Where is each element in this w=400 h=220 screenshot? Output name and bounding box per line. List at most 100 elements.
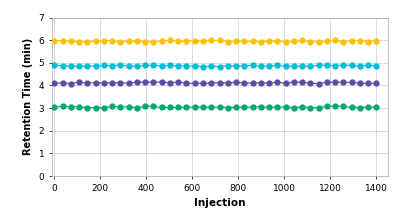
CBGA: [242, 40, 247, 43]
CBGA: [60, 39, 65, 42]
CBGA: [217, 39, 222, 42]
CBDVA: [143, 105, 148, 108]
CBGA: [134, 40, 139, 43]
CBD: [176, 81, 181, 83]
CBGA: [102, 39, 106, 42]
CBDVA: [126, 105, 131, 108]
CBGA: [201, 40, 206, 43]
CBDA: [358, 65, 362, 68]
CBGA: [85, 40, 90, 43]
CBDA: [209, 65, 214, 68]
CBDVA: [258, 105, 263, 108]
CBDVA: [267, 106, 272, 109]
CBD: [349, 81, 354, 84]
CBDVA: [151, 105, 156, 108]
CBGA: [93, 40, 98, 42]
CBDVA: [283, 106, 288, 108]
CBDVA: [85, 106, 90, 109]
CBDA: [333, 64, 338, 67]
CBD: [217, 82, 222, 84]
CBDVA: [68, 105, 73, 108]
CBDA: [283, 65, 288, 68]
CBD: [102, 82, 106, 84]
CBGA: [151, 40, 156, 43]
CBD: [225, 82, 230, 84]
CBGA: [126, 40, 131, 42]
CBGA: [358, 39, 362, 42]
CBDVA: [225, 106, 230, 109]
CBD: [366, 82, 371, 84]
CBD: [143, 81, 148, 84]
CBDVA: [134, 106, 139, 109]
CBDA: [374, 64, 379, 67]
CBDA: [300, 65, 304, 68]
CBGA: [225, 40, 230, 43]
CBGA: [308, 40, 313, 43]
CBDA: [225, 64, 230, 67]
CBDA: [168, 64, 172, 67]
CBDVA: [209, 106, 214, 109]
CBGA: [159, 40, 164, 43]
CBDA: [118, 64, 123, 66]
CBGA: [250, 40, 255, 43]
CBDA: [234, 65, 238, 67]
CBD: [324, 81, 329, 84]
CBDVA: [52, 106, 57, 108]
CBDA: [341, 64, 346, 66]
CBGA: [234, 40, 238, 42]
CBDVA: [324, 105, 329, 108]
CBGA: [52, 39, 57, 42]
CBDA: [217, 65, 222, 68]
CBDVA: [333, 105, 338, 108]
CBGA: [192, 40, 197, 42]
CBD: [110, 81, 114, 84]
CBD: [52, 82, 57, 85]
CBGA: [184, 40, 189, 42]
CBDA: [143, 64, 148, 67]
CBDVA: [201, 106, 206, 108]
CBDA: [126, 64, 131, 67]
CBDA: [184, 64, 189, 67]
CBD: [184, 82, 189, 85]
CBDA: [324, 64, 329, 67]
CBGA: [118, 41, 123, 43]
X-axis label: Injection: Injection: [194, 198, 246, 208]
CBD: [333, 81, 338, 84]
CBD: [77, 81, 82, 83]
CBD: [242, 82, 247, 84]
CBD: [68, 82, 73, 85]
CBGA: [366, 40, 371, 43]
CBDVA: [102, 106, 106, 109]
CBDA: [316, 64, 321, 66]
CBDA: [366, 64, 371, 66]
CBD: [60, 81, 65, 84]
CBD: [250, 82, 255, 84]
CBD: [358, 82, 362, 85]
CBGA: [176, 40, 181, 43]
CBGA: [267, 40, 272, 42]
CBDVA: [341, 105, 346, 108]
CBDA: [110, 64, 114, 67]
CBD: [168, 81, 172, 84]
Y-axis label: Retention Time (min): Retention Time (min): [23, 38, 33, 155]
CBGA: [143, 40, 148, 43]
CBD: [275, 81, 280, 84]
CBDVA: [250, 106, 255, 108]
CBDVA: [168, 106, 172, 109]
CBGA: [168, 39, 172, 42]
CBDA: [60, 64, 65, 67]
CBDA: [151, 64, 156, 67]
CBGA: [110, 39, 114, 42]
CBD: [192, 82, 197, 84]
CBD: [300, 81, 304, 84]
CBGA: [283, 40, 288, 43]
CBDVA: [93, 106, 98, 109]
Line: CBDVA: CBDVA: [52, 104, 379, 110]
CBDA: [292, 65, 296, 68]
CBD: [85, 82, 90, 84]
CBDVA: [242, 106, 247, 108]
CBD: [308, 82, 313, 84]
CBGA: [333, 39, 338, 42]
CBGA: [324, 40, 329, 42]
CBDA: [242, 64, 247, 67]
